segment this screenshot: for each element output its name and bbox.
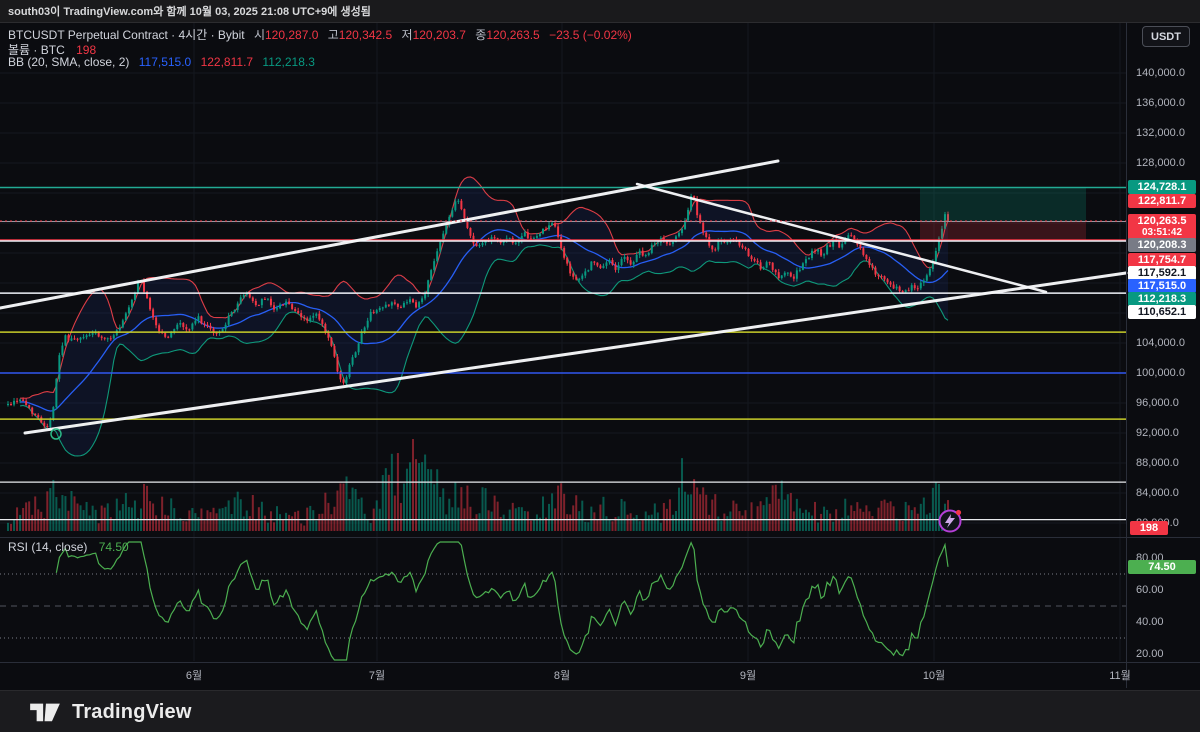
open-label: 시 — [253, 28, 265, 42]
bb-basis-value: 117,515.0 — [138, 55, 192, 69]
bb-title: BB (20, SMA, close, 2) — [8, 55, 130, 69]
rsi-legend-row[interactable]: RSI (14, close) 74.50 — [8, 540, 129, 554]
high-label: 고 — [327, 28, 339, 42]
price-axis-tick: 100,000.0 — [1136, 367, 1185, 379]
low-label: 저 — [401, 28, 413, 42]
time-axis-label[interactable]: 11월 — [1109, 670, 1131, 682]
currency-toggle-button[interactable]: USDT — [1142, 26, 1190, 47]
bb-lower-value: 112,218.3 — [262, 55, 315, 69]
open-value: 120,287.0 — [265, 28, 319, 42]
price-axis-tick: 136,000.0 — [1136, 97, 1185, 109]
attribution-bar: south03이 TradingView.com와 함께 10월 03, 202… — [0, 0, 1200, 23]
rsi-value: 74.50 — [98, 540, 129, 554]
attribution-text: south03이 TradingView.com와 함께 10월 03, 202… — [8, 6, 371, 18]
price-level-badge: 112,218.3 — [1128, 292, 1196, 306]
tradingview-logo-icon[interactable] — [28, 699, 62, 725]
price-axis-tick: 92,000.0 — [1136, 427, 1179, 439]
volume-value-badge: 198 — [1130, 521, 1168, 535]
high-value: 120,342.5 — [338, 28, 393, 42]
rsi-axis-tick: 20.00 — [1136, 648, 1164, 660]
change-value: −23.5 (−0.02%) — [549, 28, 632, 42]
footer-brand-text[interactable]: TradingView — [72, 700, 192, 723]
price-axis-tick: 104,000.0 — [1136, 337, 1185, 349]
symbol-title: BTCUSDT Perpetual Contract · 4시간 · Bybit — [8, 28, 245, 42]
price-level-badge: 120,208.3 — [1128, 238, 1196, 252]
bb-legend-row[interactable]: BB (20, SMA, close, 2) 117,515.0 122,811… — [8, 55, 315, 69]
volume-legend-row[interactable]: 볼륨 · BTC 198 — [8, 41, 96, 58]
price-axis-tick: 88,000.0 — [1136, 457, 1179, 469]
price-axis-tick: 84,000.0 — [1136, 487, 1179, 499]
price-axis-tick: 140,000.0 — [1136, 67, 1185, 79]
price-level-badge: 124,728.1 — [1128, 180, 1196, 194]
price-level-badge: 117,515.0 — [1128, 279, 1196, 293]
bb-upper-value: 122,811.7 — [200, 55, 254, 69]
rsi-value-badge: 74.50 — [1128, 560, 1196, 574]
close-value: 120,263.5 — [486, 28, 540, 42]
price-level-badge: 122,811.7 — [1128, 194, 1196, 208]
price-level-badge: 110,652.1 — [1128, 305, 1196, 319]
price-axis-tick: 132,000.0 — [1136, 127, 1185, 139]
time-axis-label[interactable]: 9월 — [739, 670, 757, 682]
last-price-badge: 120,263.5 03:51:42 — [1128, 214, 1196, 240]
price-axis-tick: 128,000.0 — [1136, 157, 1185, 169]
time-axis-label[interactable]: 7월 — [368, 670, 386, 682]
rsi-axis-tick: 60.00 — [1136, 584, 1164, 596]
time-axis-label[interactable]: 10월 — [922, 670, 946, 682]
time-axis-label[interactable]: 8월 — [553, 670, 571, 682]
volume-title: 볼륨 · BTC — [8, 43, 65, 57]
price-level-badge: 117,754.7 — [1128, 253, 1196, 267]
countdown-timer: 03:51:42 — [1141, 227, 1183, 238]
footer-bar: TradingView — [0, 690, 1200, 732]
low-value: 120,203.7 — [412, 28, 466, 42]
rsi-title: RSI (14, close) — [8, 540, 88, 554]
rsi-axis-tick: 40.00 — [1136, 616, 1164, 628]
price-level-badge: 117,592.1 — [1128, 266, 1196, 280]
time-axis-label[interactable]: 6월 — [185, 670, 203, 682]
price-axis-tick: 96,000.0 — [1136, 397, 1179, 409]
close-label: 종 — [475, 28, 487, 42]
symbol-legend-row[interactable]: BTCUSDT Perpetual Contract · 4시간 · Bybit… — [8, 26, 632, 43]
volume-value: 198 — [76, 43, 97, 57]
